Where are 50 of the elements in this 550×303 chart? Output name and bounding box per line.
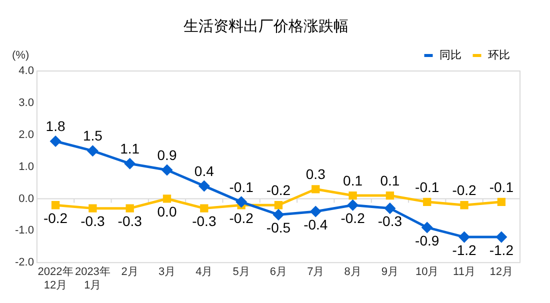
- data-label: -0.1: [229, 178, 254, 195]
- data-label: -0.3: [192, 213, 216, 230]
- data-label: 0.9: [157, 146, 177, 163]
- x-tick-label: 2023年 1月: [74, 266, 110, 292]
- legend-label: 环比: [488, 48, 510, 62]
- data-label: 0.4: [194, 162, 214, 179]
- data-label: -0.2: [452, 182, 477, 198]
- y-tick-label: 1.0: [18, 160, 34, 173]
- data-label: -0.1: [415, 178, 440, 195]
- x-tick-label: 5月: [232, 266, 250, 278]
- y-tick-label: -1.0: [14, 224, 34, 237]
- data-label: -0.2: [266, 182, 291, 198]
- data-label: -0.5: [266, 220, 291, 236]
- data-label: 0.3: [306, 166, 326, 182]
- x-tick-label: 6月: [270, 266, 288, 278]
- data-label: -1.2: [489, 242, 514, 258]
- y-axis-title: (%): [12, 50, 30, 62]
- data-label: 1.5: [82, 128, 103, 144]
- data-label: 1.8: [46, 118, 66, 134]
- data-label: 0.0: [157, 204, 177, 220]
- y-tick-label: 0.0: [18, 192, 34, 205]
- y-tick-label: 3.0: [18, 96, 34, 109]
- data-label: 1.1: [120, 140, 140, 156]
- legend-label: 同比: [440, 48, 462, 62]
- chart-title: 生活资料出厂价格涨跌幅: [184, 18, 348, 36]
- y-tick-label: 4.0: [18, 65, 34, 78]
- data-label: -0.2: [43, 210, 68, 226]
- y-tick-label: 2.0: [18, 128, 34, 141]
- x-tick-label: 2月: [121, 266, 138, 278]
- x-tick-label: 10月: [415, 266, 439, 278]
- x-tick-label: 8月: [344, 266, 362, 278]
- x-tick-label: 11月: [453, 266, 476, 278]
- x-tick-label: 9月: [381, 266, 399, 278]
- data-label: -0.3: [118, 213, 142, 230]
- x-tick-label: 7月: [307, 266, 324, 278]
- data-label: 0.1: [380, 172, 400, 188]
- data-label: 0.1: [343, 172, 363, 188]
- data-label: -0.2: [229, 210, 254, 226]
- data-label: -0.3: [80, 213, 105, 230]
- x-tick-label: 3月: [158, 266, 176, 278]
- y-tick-label: -2.0: [14, 256, 34, 269]
- data-label: -1.2: [452, 242, 477, 258]
- data-label: -0.4: [304, 216, 328, 232]
- data-label: -0.3: [378, 213, 402, 230]
- data-label: -0.9: [415, 232, 440, 248]
- x-tick-label: 4月: [196, 266, 213, 278]
- x-tick-label: 2022年 12月: [38, 266, 74, 292]
- x-tick-label: 12月: [490, 266, 514, 278]
- data-label: -0.1: [489, 178, 514, 195]
- data-label: -0.2: [340, 210, 366, 226]
